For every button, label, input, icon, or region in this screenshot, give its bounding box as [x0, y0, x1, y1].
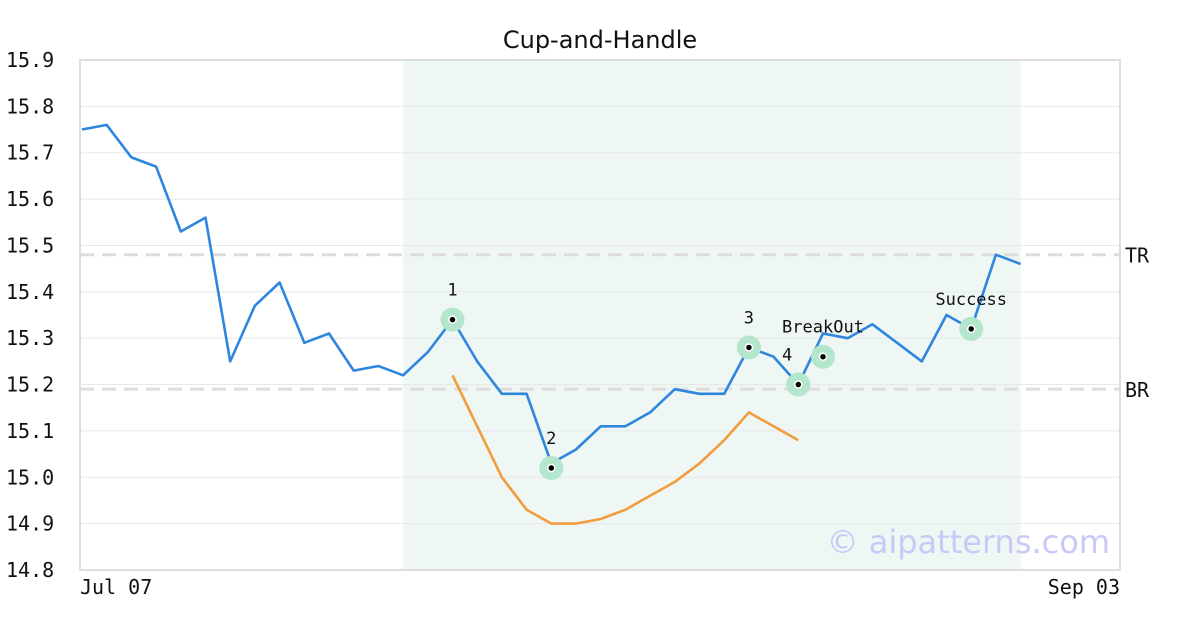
y-tick-label: 14.8 — [6, 558, 54, 582]
point-dot — [966, 324, 976, 334]
reference-label: BR — [1125, 378, 1150, 402]
point-dot — [448, 315, 457, 324]
point-dot — [818, 352, 828, 361]
grid — [80, 105, 1120, 525]
y-axis-ticks: 15.9 15.8 15.7 15.6 15.5 15.4 15.3 15.2 15.1 15.0… — [6, 48, 54, 582]
point-label: 2 — [546, 429, 556, 449]
watermark: © aipatterns.com — [827, 523, 1110, 561]
y-tick-label: 15.8 — [6, 94, 54, 118]
point-label: BreakOut — [782, 318, 864, 338]
highlight-region — [403, 60, 1021, 570]
point-label: Success — [935, 290, 1007, 310]
chart-title: Cup-and-Handle — [503, 26, 697, 54]
x-tick-label: Sep 03 — [1048, 575, 1120, 599]
plot-frame — [79, 59, 1121, 571]
y-tick-label: 15.1 — [6, 419, 54, 443]
point-dot — [547, 463, 556, 473]
y-tick-label: 15.6 — [6, 187, 54, 211]
cup-fit-line — [451, 374, 799, 525]
point-label: 4 — [782, 346, 792, 366]
y-tick-label: 15.2 — [6, 373, 54, 397]
x-axis-ticks: Jul 07 Sep 03 — [80, 575, 1120, 599]
y-tick-label: 15.7 — [6, 141, 54, 165]
point-dot — [744, 343, 754, 352]
y-tick-label: 15.3 — [6, 326, 54, 350]
point-dot — [794, 380, 803, 389]
y-tick-label: 15.5 — [6, 233, 54, 257]
x-tick-label: Jul 07 — [80, 575, 152, 599]
point-label: 1 — [447, 281, 457, 301]
y-tick-label: 15.0 — [6, 465, 54, 489]
y-tick-label: 15.9 — [6, 48, 54, 72]
y-tick-label: 14.9 — [6, 512, 54, 536]
annotated-points: 1 2 3 4 BreakOut Success — [440, 281, 1007, 480]
y-tick-label: 15.4 — [6, 280, 54, 304]
reference-label: TR — [1125, 244, 1150, 268]
reference-lines: TR BR — [80, 244, 1150, 402]
point-label: 3 — [744, 308, 754, 328]
